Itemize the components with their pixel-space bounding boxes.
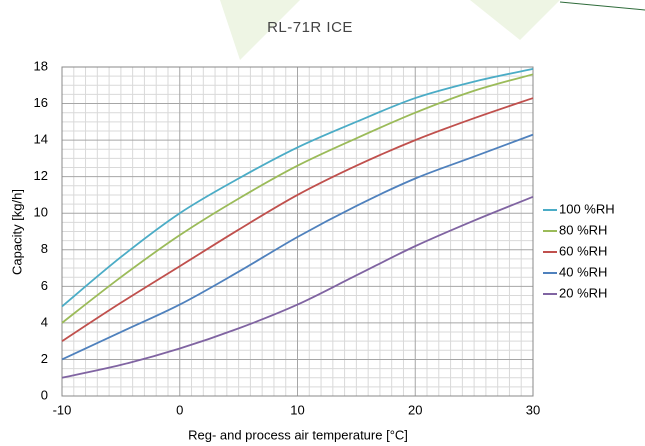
y-tick-label: 4 [41, 314, 48, 329]
y-axis-label: Capacity [kg/h] [9, 189, 24, 275]
y-tick-label: 0 [41, 387, 48, 402]
legend-label: 20 %RH [559, 285, 607, 300]
legend-label: 40 %RH [559, 264, 607, 279]
legend-label: 80 %RH [559, 222, 607, 237]
x-axis-label: Reg- and process air temperature [°C] [188, 427, 408, 442]
x-tick-label: 30 [526, 402, 540, 417]
y-tick-label: 16 [34, 95, 48, 110]
y-tick-label: 12 [34, 168, 48, 183]
background-shape [470, 0, 560, 40]
y-tick-label: 14 [34, 132, 48, 147]
y-tick-label: 2 [41, 351, 48, 366]
x-tick-label: 20 [408, 402, 422, 417]
chart: RL-71R ICE Capacity [kg/h] Reg- and proc… [0, 0, 645, 446]
background-line [560, 2, 645, 10]
y-tick-label: 8 [41, 241, 48, 256]
x-tick-label: -10 [53, 402, 72, 417]
y-tick-label: 18 [34, 58, 48, 73]
x-tick-label: 10 [290, 402, 304, 417]
chart-title: RL-71R ICE [267, 19, 353, 36]
legend-label: 60 %RH [559, 243, 607, 258]
y-tick-label: 10 [34, 205, 48, 220]
x-tick-label: 0 [176, 402, 183, 417]
y-tick-label: 6 [41, 278, 48, 293]
legend-label: 100 %RH [559, 201, 615, 216]
